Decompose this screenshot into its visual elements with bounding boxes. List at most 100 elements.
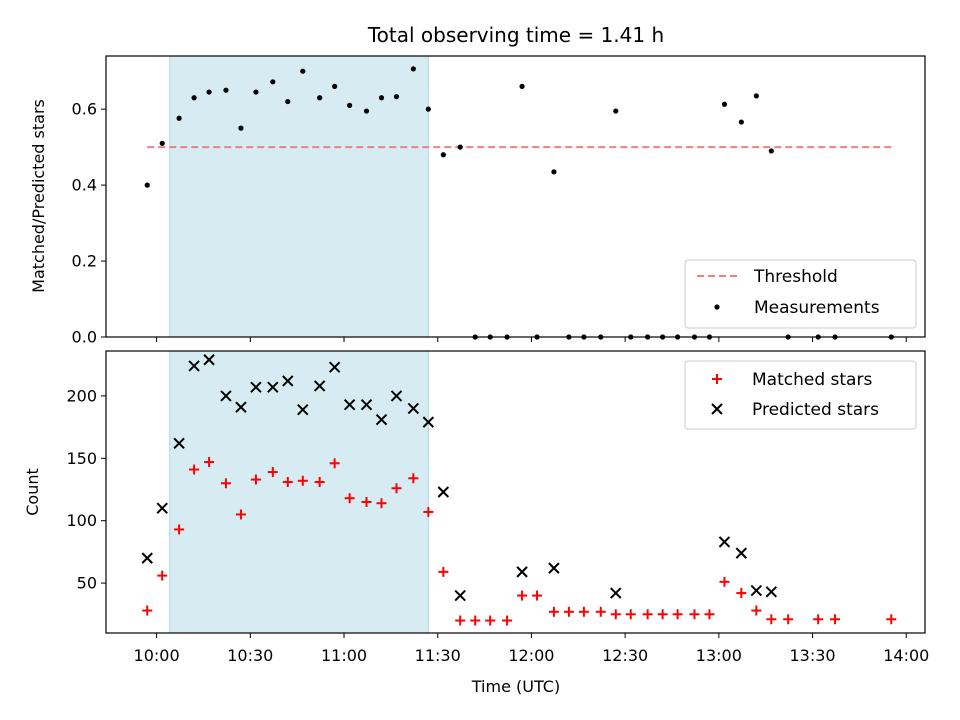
matched-star-point — [329, 458, 340, 469]
bottom-legend-box — [684, 360, 917, 430]
predicted-star-point — [297, 403, 309, 416]
x-tick-label: 10:30 — [227, 646, 273, 665]
measurement-point — [270, 79, 276, 85]
matched-star-point — [610, 609, 621, 620]
measurement-point — [238, 125, 244, 131]
matched-star-point — [532, 590, 543, 601]
matched-star-point — [517, 590, 528, 601]
x-tick-label: 11:00 — [321, 646, 367, 665]
bottom-y-tick-label: 200 — [66, 386, 97, 405]
predicted-star-point — [188, 360, 200, 372]
measurement-point — [753, 93, 759, 99]
matched-star-point — [423, 506, 434, 517]
matched-star-point — [595, 606, 606, 617]
bottom-y-axis-label: Count — [23, 468, 42, 516]
matched-star-point — [751, 605, 762, 616]
matched-star-point — [344, 493, 355, 504]
matched-star-point — [408, 473, 419, 484]
measurement-point — [176, 115, 182, 121]
bottom-panel-frame — [105, 350, 926, 634]
measurement-point — [347, 102, 353, 108]
measurement-point — [519, 83, 525, 89]
matched-star-point — [719, 576, 730, 587]
matched-star-point — [314, 477, 325, 488]
matched-star-point — [657, 609, 668, 620]
predicted-star-point — [343, 398, 356, 411]
top-legend-box — [684, 259, 917, 329]
matched-star-point — [376, 498, 387, 509]
matched-star-point — [267, 467, 278, 478]
bottom-x-axis-label: Time (UTC) — [471, 677, 560, 696]
legend-measurements-label: Measurements — [754, 298, 880, 318]
measurement-point — [317, 95, 323, 101]
top-panel-frame — [105, 55, 926, 338]
matched-star-point — [174, 524, 185, 535]
top-y-tick-label: 0.2 — [72, 252, 97, 271]
measurement-point — [425, 106, 431, 112]
matched-star-point — [783, 614, 794, 625]
predicted-star-point — [313, 380, 326, 392]
predicted-star-point — [718, 536, 731, 548]
measurement-point — [768, 148, 774, 154]
matched-star-point — [813, 614, 824, 625]
predicted-star-point — [328, 361, 341, 373]
legend-measurements-marker — [714, 304, 720, 310]
predicted-star-point — [235, 401, 247, 413]
predicted-star-point — [454, 589, 466, 602]
measurement-point — [721, 101, 728, 107]
measurement-point — [285, 98, 291, 105]
predicted-star-point — [156, 502, 168, 514]
matched-star-point — [642, 609, 653, 620]
measurement-point — [206, 89, 212, 95]
top-highlight-span — [169, 55, 429, 338]
matched-star-point — [391, 483, 402, 494]
matched-star-point — [548, 606, 559, 617]
legend-matched-marker — [712, 374, 722, 384]
predicted-star-point — [267, 381, 279, 393]
matched-star-point — [704, 609, 715, 620]
predicted-star-point — [516, 566, 528, 578]
predicted-star-point — [141, 552, 153, 564]
top-legend: Threshold Measurements — [684, 259, 917, 329]
matched-star-point — [672, 609, 683, 620]
predicted-star-point — [375, 413, 388, 426]
top-y-tick-label: 0.0 — [72, 328, 97, 347]
predicted-star-point — [422, 416, 435, 428]
measurement-point — [457, 144, 463, 150]
matched-star-point — [235, 509, 246, 520]
matched-star-point — [689, 609, 700, 620]
x-tick-label: 12:00 — [508, 646, 554, 665]
matched-star-point — [297, 475, 308, 486]
predicted-star-point — [437, 486, 450, 498]
x-tick-label: 11:30 — [415, 646, 461, 665]
predicted-star-point — [220, 390, 232, 402]
x-tick-label: 10:00 — [134, 646, 180, 665]
measurement-point — [410, 66, 416, 72]
predicted-star-point — [203, 354, 215, 366]
matched-star-point — [563, 606, 574, 617]
bottom-y-tick-label: 150 — [66, 449, 97, 468]
matched-star-point — [157, 570, 168, 581]
measurement-point — [144, 182, 150, 188]
legend-threshold-label: Threshold — [753, 267, 838, 287]
predicted-star-point — [390, 390, 403, 402]
top-y-tick-label: 0.4 — [72, 176, 97, 195]
matched-star-point — [625, 609, 636, 620]
matched-star-point — [470, 615, 481, 626]
predicted-star-point — [282, 375, 294, 387]
predicted-star-point — [360, 398, 373, 411]
measurement-point — [332, 83, 338, 89]
matched-star-point — [502, 615, 513, 626]
matched-star-point — [204, 457, 215, 468]
predicted-star-point — [750, 584, 763, 597]
x-tick-label: 12:30 — [602, 646, 648, 665]
matched-star-point — [142, 605, 153, 616]
matched-star-point — [220, 478, 231, 489]
measurement-point — [378, 95, 385, 101]
matched-star-point — [886, 614, 897, 625]
predicted-star-point — [407, 402, 420, 415]
measurement-point — [300, 68, 306, 74]
measurement-point — [613, 108, 619, 114]
matched-star-point — [250, 474, 261, 485]
